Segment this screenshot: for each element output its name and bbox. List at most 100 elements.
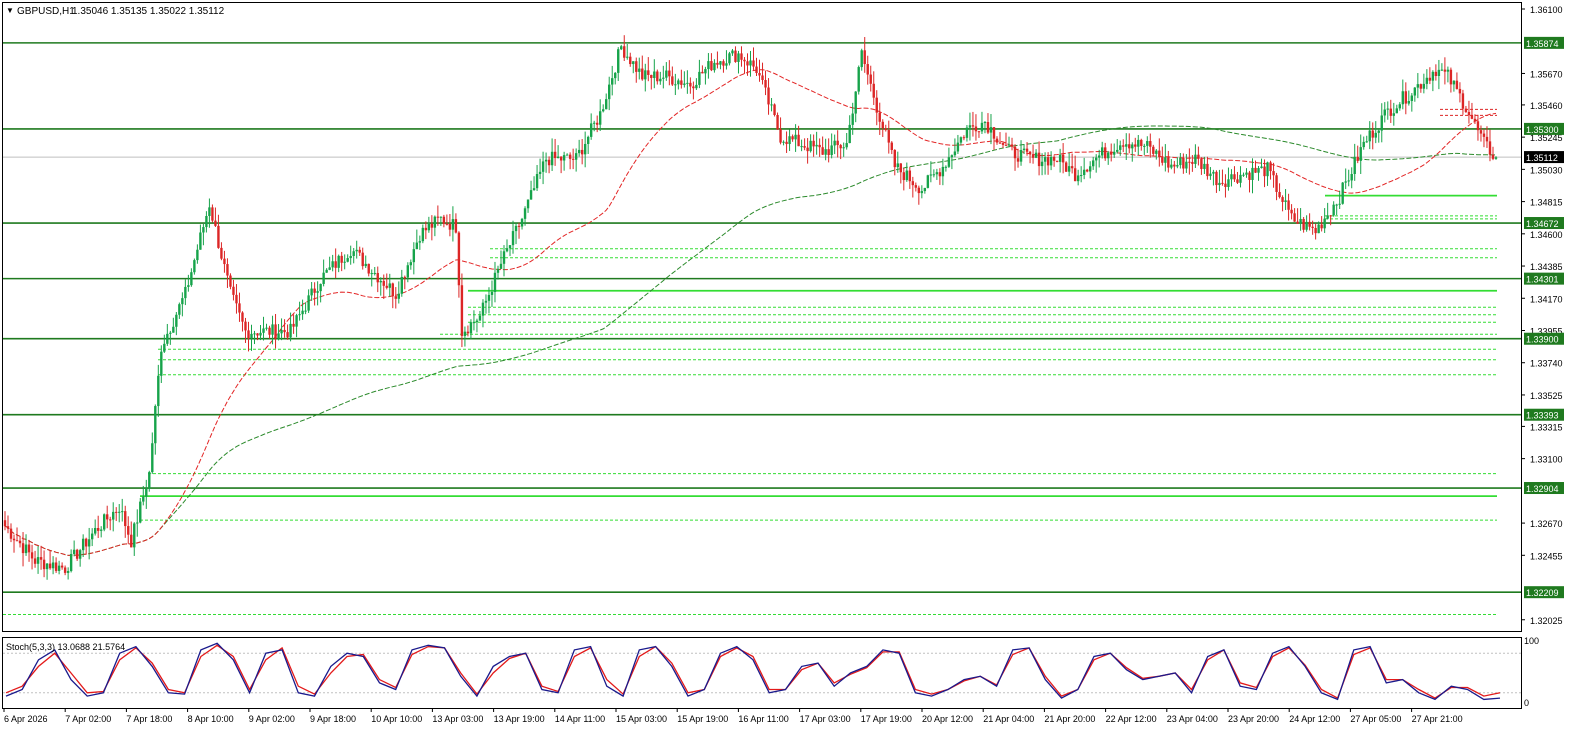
candle-body[interactable] bbox=[842, 147, 845, 149]
candle-body[interactable] bbox=[598, 111, 602, 125]
candle-body[interactable] bbox=[412, 249, 416, 263]
candle-body[interactable] bbox=[1428, 77, 1432, 81]
candle-body[interactable] bbox=[947, 157, 951, 167]
candle-body[interactable] bbox=[187, 285, 190, 287]
candle-body[interactable] bbox=[1094, 157, 1098, 161]
candle-body[interactable] bbox=[388, 283, 391, 288]
candle-body[interactable] bbox=[1389, 108, 1392, 116]
candle-body[interactable] bbox=[986, 122, 990, 133]
candle-body[interactable] bbox=[520, 218, 524, 227]
candle-body[interactable] bbox=[779, 129, 782, 143]
candle-body[interactable] bbox=[130, 534, 133, 548]
candle-body[interactable] bbox=[1104, 147, 1107, 159]
candle-body[interactable] bbox=[776, 114, 779, 130]
candle-body[interactable] bbox=[307, 295, 310, 311]
candle-body[interactable] bbox=[1046, 157, 1050, 166]
candle-body[interactable] bbox=[674, 84, 677, 86]
candle-body[interactable] bbox=[1064, 162, 1068, 172]
candle-body[interactable] bbox=[568, 154, 572, 159]
candle-body[interactable] bbox=[1293, 213, 1296, 222]
candle-body[interactable] bbox=[54, 562, 58, 571]
candle-body[interactable] bbox=[1140, 139, 1143, 146]
candle-body[interactable] bbox=[430, 223, 434, 228]
candle-body[interactable] bbox=[51, 562, 55, 569]
candle-body[interactable] bbox=[1218, 182, 1221, 186]
candle-body[interactable] bbox=[734, 50, 737, 62]
candle-body[interactable] bbox=[737, 53, 740, 62]
candle-body[interactable] bbox=[1227, 179, 1230, 187]
candle-body[interactable] bbox=[845, 143, 848, 148]
candle-body[interactable] bbox=[271, 324, 274, 335]
candle-body[interactable] bbox=[448, 223, 452, 230]
candle-body[interactable] bbox=[866, 64, 869, 75]
candle-body[interactable] bbox=[1479, 130, 1483, 134]
candle-body[interactable] bbox=[1079, 175, 1083, 177]
candle-body[interactable] bbox=[18, 540, 22, 544]
candle-body[interactable] bbox=[1067, 166, 1071, 172]
candle-body[interactable] bbox=[217, 225, 220, 248]
candle-body[interactable] bbox=[860, 50, 863, 68]
candle-body[interactable] bbox=[605, 99, 608, 110]
candle-body[interactable] bbox=[818, 144, 821, 148]
candle-body[interactable] bbox=[620, 46, 623, 50]
candle-body[interactable] bbox=[93, 528, 97, 534]
candle-body[interactable] bbox=[911, 181, 915, 186]
candle-body[interactable] bbox=[1299, 218, 1302, 224]
candle-body[interactable] bbox=[340, 255, 343, 263]
candle-body[interactable] bbox=[1179, 158, 1182, 166]
candle-body[interactable] bbox=[725, 63, 728, 66]
candle-body[interactable] bbox=[1188, 161, 1191, 163]
candle-body[interactable] bbox=[1251, 167, 1254, 180]
candle-body[interactable] bbox=[1260, 166, 1263, 169]
candle-body[interactable] bbox=[1055, 160, 1059, 162]
candle-body[interactable] bbox=[1371, 130, 1374, 138]
candle-body[interactable] bbox=[1061, 154, 1065, 163]
candle-body[interactable] bbox=[932, 174, 936, 176]
candle-body[interactable] bbox=[1209, 173, 1212, 177]
candle-body[interactable] bbox=[650, 74, 653, 79]
candle-body[interactable] bbox=[893, 150, 896, 168]
candle-body[interactable] bbox=[644, 70, 647, 80]
candle-body[interactable] bbox=[9, 528, 13, 539]
candle-body[interactable] bbox=[1359, 147, 1362, 161]
candle-body[interactable] bbox=[1470, 115, 1474, 119]
candle-body[interactable] bbox=[379, 280, 382, 283]
candle-body[interactable] bbox=[1422, 83, 1426, 89]
candle-body[interactable] bbox=[1013, 146, 1017, 159]
candle-body[interactable] bbox=[791, 136, 794, 140]
candle-body[interactable] bbox=[313, 288, 316, 293]
candle-body[interactable] bbox=[442, 216, 446, 224]
candle-body[interactable] bbox=[322, 272, 325, 284]
candle-body[interactable] bbox=[508, 245, 512, 249]
candle-body[interactable] bbox=[352, 251, 355, 256]
candle-body[interactable] bbox=[1022, 148, 1026, 151]
candle-body[interactable] bbox=[490, 291, 494, 295]
candle-body[interactable] bbox=[701, 71, 704, 74]
candle-body[interactable] bbox=[403, 276, 407, 278]
candle-body[interactable] bbox=[806, 147, 809, 152]
candle-body[interactable] bbox=[409, 262, 413, 266]
candle-body[interactable] bbox=[139, 501, 142, 523]
candle-body[interactable] bbox=[965, 127, 969, 138]
candle-body[interactable] bbox=[592, 122, 596, 124]
candle-body[interactable] bbox=[60, 565, 64, 568]
candle-body[interactable] bbox=[1323, 218, 1326, 229]
candle-body[interactable] bbox=[680, 80, 683, 85]
candle-body[interactable] bbox=[1137, 139, 1140, 147]
candle-body[interactable] bbox=[1236, 179, 1239, 183]
candle-body[interactable] bbox=[782, 141, 785, 143]
candle-body[interactable] bbox=[580, 149, 584, 155]
candle-body[interactable] bbox=[1287, 200, 1290, 210]
candle-body[interactable] bbox=[253, 333, 256, 335]
candle-body[interactable] bbox=[382, 280, 385, 286]
candle-body[interactable] bbox=[181, 298, 184, 305]
candle-body[interactable] bbox=[106, 514, 109, 520]
candle-body[interactable] bbox=[184, 286, 187, 299]
candle-body[interactable] bbox=[562, 155, 566, 161]
candle-body[interactable] bbox=[1284, 200, 1287, 202]
candle-body[interactable] bbox=[199, 232, 202, 250]
candle-body[interactable] bbox=[746, 61, 749, 66]
candle-body[interactable] bbox=[421, 227, 425, 242]
candle-body[interactable] bbox=[208, 207, 211, 216]
candle-body[interactable] bbox=[635, 61, 638, 72]
